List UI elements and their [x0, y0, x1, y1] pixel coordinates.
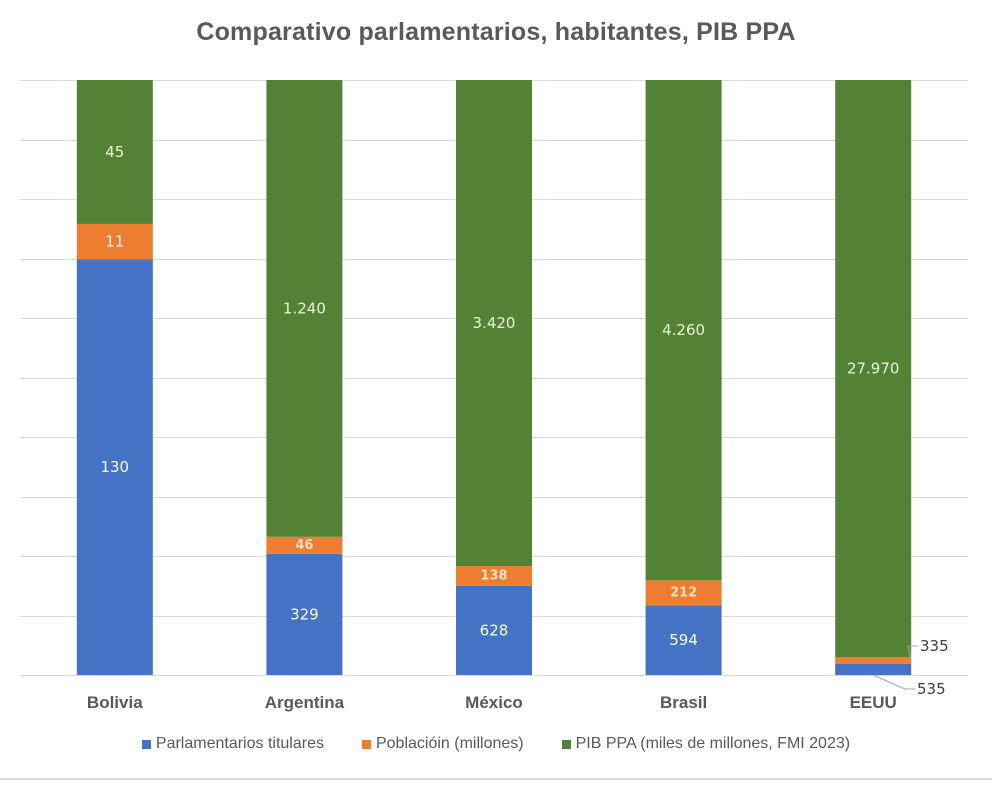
data-label: 329 — [290, 605, 319, 623]
bar-segment-parlamentarios-argentina — [266, 553, 343, 675]
data-label: 45 — [105, 143, 124, 161]
bar-segment-poblacioin-bolivia — [76, 223, 153, 260]
data-label: 138 — [480, 568, 507, 583]
callout-leader-line — [872, 674, 915, 690]
data-label: 46 — [295, 538, 313, 553]
category-label: México — [465, 693, 523, 712]
legend-item: Poblacióin (millones) — [361, 735, 524, 753]
bar-segment-pib-eeuu — [835, 80, 912, 658]
legend-item: Parlamentarios titulares — [141, 735, 324, 753]
bar-segment-poblacioin-eeuu — [835, 657, 912, 664]
legend-label: Parlamentarios titulares — [155, 735, 324, 752]
category-label: EEUU — [850, 693, 897, 712]
bar-segment-parlamentarios-brasil — [645, 605, 722, 675]
bottom-border — [0, 778, 992, 780]
legend-swatch — [561, 739, 571, 749]
data-label: 3.420 — [473, 314, 516, 332]
category-axis: Bolivia Argentina México Brasil EEUU — [87, 693, 897, 712]
data-label: 212 — [670, 585, 697, 600]
category-label: Bolivia — [87, 693, 143, 712]
data-label: 628 — [480, 621, 509, 639]
callout-label: 535 — [917, 680, 946, 698]
legend-swatch — [141, 739, 151, 749]
bar-segment-pib-mexico — [456, 80, 532, 567]
bar-segment-pib-argentina — [266, 80, 343, 537]
bar-segment-parlamentarios-bolivia — [76, 259, 153, 675]
chart-title: Comparativo parlamentarios, habitantes, … — [196, 18, 796, 46]
category-label: Brasil — [660, 693, 707, 712]
data-label: 11 — [105, 233, 124, 251]
data-label: 594 — [669, 631, 698, 649]
bar-segment-parlamentarios-mexico — [456, 585, 532, 675]
callout-leader-line — [907, 645, 918, 661]
data-labels: 130 11 45 329 46 1.240 628 138 3.420 594 212 4.260 2… — [100, 143, 899, 649]
data-label: 130 — [100, 458, 129, 476]
bar-segment-poblacioin-argentina — [266, 536, 343, 554]
legend-swatch — [361, 739, 371, 749]
data-label: 1.240 — [283, 299, 326, 317]
bars — [76, 80, 912, 675]
legend: Parlamentarios titulares Poblacióin (mill… — [0, 735, 992, 753]
bar-segment-poblacioin-mexico — [456, 566, 532, 586]
bar-segment-pib-brasil — [645, 80, 722, 581]
legend-item: PIB PPA (miles de millones, FMI 2023) — [561, 735, 851, 753]
bar-segment-pib-bolivia — [76, 80, 153, 224]
callouts: 335 535 — [872, 637, 949, 698]
data-label: 4.260 — [662, 321, 705, 339]
callout-label: 335 — [920, 637, 949, 655]
bar-segment-poblacioin-brasil — [645, 580, 722, 606]
data-label: 27.970 — [847, 360, 900, 378]
legend-label: Poblacióin (millones) — [375, 735, 524, 752]
category-label: Argentina — [265, 693, 345, 712]
legend-label: PIB PPA (miles de millones, FMI 2023) — [575, 735, 851, 752]
bar-segment-parlamentarios-eeuu — [835, 663, 912, 675]
